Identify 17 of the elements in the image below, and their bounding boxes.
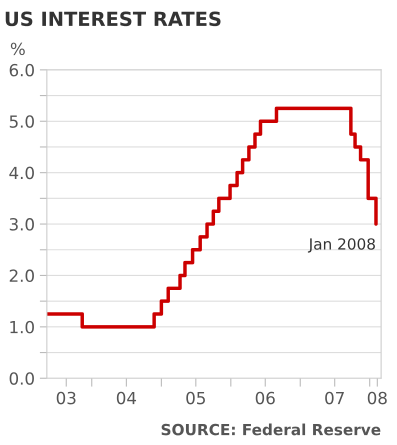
y-tick-label: 2.0: [10, 269, 34, 282]
x-tick-label: 05: [186, 392, 205, 404]
chart-title: US INTEREST RATES: [6, 11, 221, 26]
x-tick-label: 08: [368, 392, 387, 404]
y-tick-label: 6.0: [10, 64, 34, 76]
y-tick-label: 3.0: [10, 218, 34, 231]
y-tick-label: 4.0: [9, 166, 34, 180]
y-axis-title: %: [10, 42, 25, 56]
source-note: SOURCE: Federal Reserve: [162, 424, 380, 436]
y-tick-label: 5.0: [10, 115, 34, 128]
x-tick-label: 04: [116, 392, 136, 404]
y-tick-label: 0.0: [10, 372, 34, 385]
x-tick-label: 06: [256, 392, 275, 404]
x-tick-label: 03: [56, 392, 76, 404]
y-tick-label: 1.0: [10, 320, 34, 334]
annotation: Jan 2008: [308, 238, 375, 253]
x-tick-label: 07: [325, 392, 344, 404]
